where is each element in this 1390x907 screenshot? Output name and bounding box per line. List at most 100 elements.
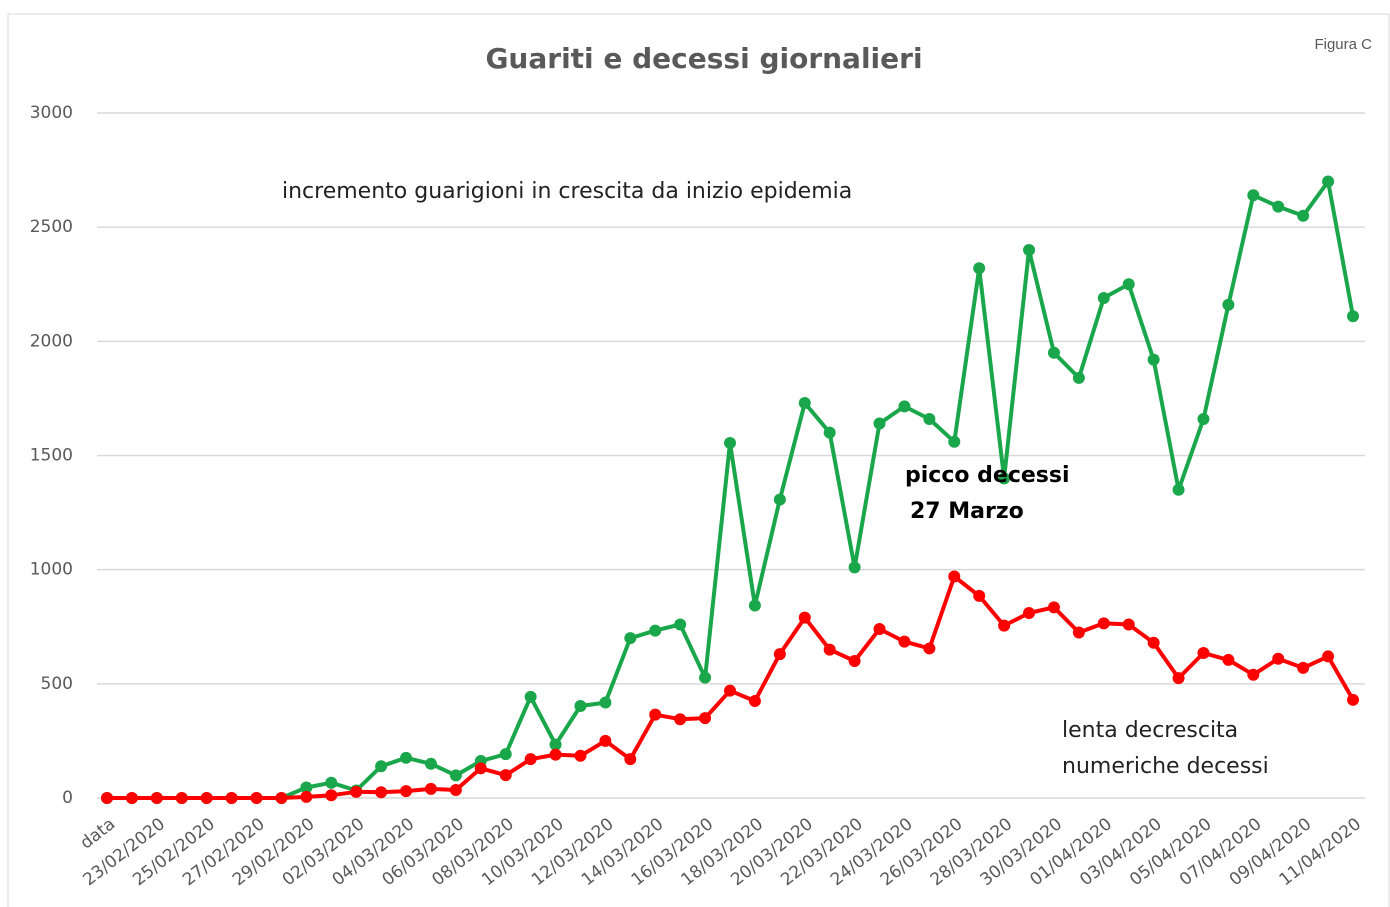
point — [998, 472, 1011, 485]
point — [923, 642, 936, 655]
point — [1222, 298, 1235, 311]
point — [973, 589, 986, 602]
point — [848, 655, 861, 667]
figure-label: Figura C — [1314, 36, 1372, 53]
point — [1247, 668, 1260, 681]
point — [1047, 601, 1060, 614]
point — [898, 400, 911, 413]
point — [400, 785, 413, 798]
annotation: picco decessi — [905, 463, 1070, 488]
point — [1147, 353, 1160, 366]
point — [624, 753, 637, 766]
point — [424, 757, 437, 770]
annotation: 27 Marzo — [910, 499, 1024, 524]
point — [1122, 618, 1135, 631]
point — [424, 782, 437, 795]
point — [250, 792, 263, 804]
point — [449, 784, 462, 797]
point — [649, 708, 662, 721]
point — [474, 762, 487, 775]
point — [1322, 650, 1335, 663]
point — [1122, 278, 1135, 291]
point — [1047, 346, 1060, 359]
point — [549, 748, 562, 761]
point — [649, 624, 662, 637]
point — [1322, 175, 1335, 188]
point — [948, 570, 961, 583]
point — [175, 792, 188, 804]
point — [823, 426, 836, 439]
chart-title: Guariti e decessi giornalieri — [485, 42, 922, 75]
point — [724, 436, 736, 449]
point — [1097, 291, 1110, 304]
point — [748, 599, 761, 612]
point — [1147, 636, 1160, 649]
point — [1072, 626, 1085, 639]
point — [624, 632, 637, 645]
point — [574, 749, 587, 762]
point — [1023, 607, 1036, 620]
point — [873, 623, 886, 636]
point — [599, 696, 612, 709]
point — [300, 781, 313, 794]
point — [1347, 310, 1359, 323]
point — [449, 769, 462, 782]
point — [574, 699, 587, 712]
point — [1023, 244, 1036, 256]
point — [699, 712, 712, 725]
point — [873, 417, 886, 430]
point — [325, 776, 338, 789]
point — [1097, 617, 1110, 630]
point — [524, 753, 537, 766]
point — [823, 643, 836, 656]
point — [325, 789, 338, 802]
annotation: incremento guarigioni in crescita da ini… — [282, 179, 852, 204]
point — [773, 648, 786, 661]
point — [798, 611, 811, 624]
point — [225, 792, 238, 804]
point — [1197, 412, 1210, 425]
chart-frame — [7, 13, 1390, 907]
point — [375, 786, 388, 799]
point — [599, 734, 612, 747]
point — [524, 690, 537, 703]
point — [1247, 189, 1260, 202]
point — [101, 792, 113, 804]
point — [848, 561, 861, 574]
point — [724, 684, 736, 697]
point — [1347, 693, 1359, 706]
point — [973, 262, 986, 275]
point — [773, 493, 786, 506]
point — [499, 748, 512, 761]
point — [1172, 672, 1185, 685]
point — [400, 751, 413, 764]
point — [1172, 483, 1185, 496]
y-tick-label: 2500 — [30, 217, 73, 237]
y-tick-label: 3000 — [30, 103, 73, 123]
point — [898, 635, 911, 648]
y-tick-label: 0 — [62, 788, 73, 808]
y-tick-label: 2000 — [30, 331, 73, 351]
point — [699, 671, 712, 684]
point — [998, 619, 1011, 632]
point — [674, 618, 687, 631]
point — [275, 792, 288, 804]
point — [200, 792, 213, 804]
y-tick-label: 1000 — [30, 560, 73, 580]
point — [923, 412, 936, 425]
y-tick-label: 1500 — [30, 446, 73, 466]
point — [549, 738, 562, 751]
point — [1297, 209, 1310, 222]
point — [1072, 371, 1085, 384]
point — [1272, 200, 1285, 213]
point — [350, 785, 363, 798]
annotation: numeriche decessi — [1062, 754, 1269, 779]
point — [1197, 647, 1210, 660]
point — [674, 713, 687, 726]
point — [150, 792, 163, 804]
point — [748, 694, 761, 707]
point — [1222, 653, 1235, 666]
point — [375, 760, 388, 773]
point — [125, 792, 138, 804]
